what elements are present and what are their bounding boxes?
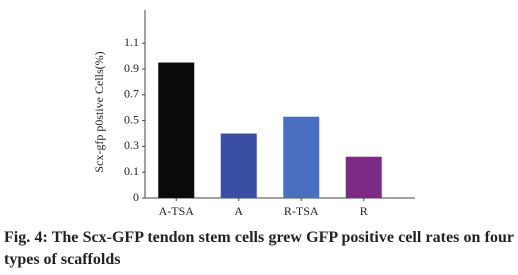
y-axis-label: Scx-gfp p0stive Cells(%) <box>92 51 106 172</box>
y-tick-label: 0.3 <box>124 138 139 152</box>
chart: Scx-gfp p0stive Cells(%) 0 0.1 0.3 0.5 0.7 0.… <box>92 10 415 218</box>
y-tick-label: 0 <box>133 190 139 204</box>
y-tick-label: 0.5 <box>124 112 139 126</box>
y-tick-label: 0.7 <box>124 87 139 101</box>
y-tick-label: 0.9 <box>124 61 139 75</box>
bar <box>158 62 195 198</box>
bar <box>345 156 382 198</box>
x-tick-label: R <box>360 204 368 218</box>
x-tick-label: R-TSA <box>284 204 319 218</box>
y-tick-label: 0.1 <box>124 164 139 178</box>
x-tick-label: A <box>234 204 243 218</box>
bar <box>283 116 320 198</box>
bar <box>220 133 257 198</box>
caption: Fig. 4: The Scx-GFP tendon stem cells gr… <box>4 229 514 268</box>
x-tick-label: A-TSA <box>159 204 195 218</box>
y-tick-label: 1.1 <box>124 35 139 49</box>
